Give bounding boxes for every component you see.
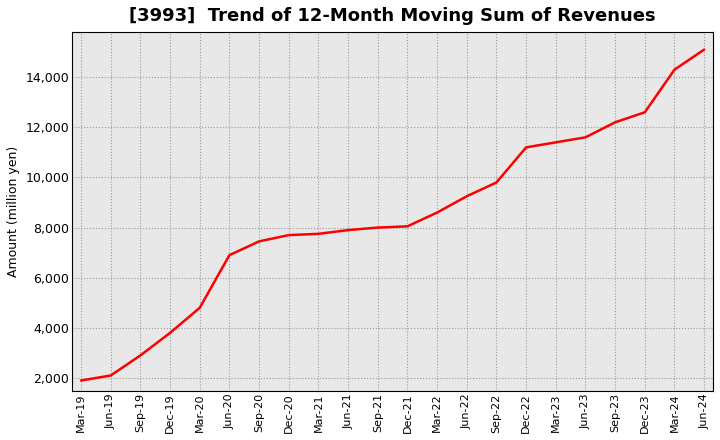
Title: [3993]  Trend of 12-Month Moving Sum of Revenues: [3993] Trend of 12-Month Moving Sum of R… [130, 7, 656, 25]
Y-axis label: Amount (million yen): Amount (million yen) [7, 146, 20, 277]
